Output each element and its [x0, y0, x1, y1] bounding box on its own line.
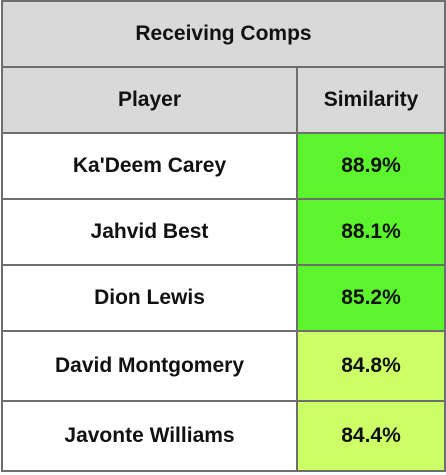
- table-row: Dion Lewis 85.2%: [1, 264, 446, 332]
- similarity-cell: 85.2%: [296, 264, 446, 332]
- table-title: Receiving Comps: [1, 0, 446, 68]
- player-name-cell: Ka'Deem Carey: [1, 132, 298, 200]
- table-row: Jahvid Best 88.1%: [1, 198, 446, 266]
- similarity-cell: 84.4%: [296, 400, 446, 472]
- table-header-row: Player Similarity: [1, 66, 446, 134]
- column-header-player: Player: [1, 66, 298, 134]
- table-row: David Montgomery 84.8%: [1, 330, 446, 402]
- player-name-cell: Dion Lewis: [1, 264, 298, 332]
- table-row: Ka'Deem Carey 88.9%: [1, 132, 446, 200]
- similarity-cell: 84.8%: [296, 330, 446, 402]
- column-header-similarity: Similarity: [296, 66, 446, 134]
- table-row: Javonte Williams 84.4%: [1, 400, 446, 472]
- table-title-row: Receiving Comps: [1, 0, 446, 68]
- player-name-cell: Jahvid Best: [1, 198, 298, 266]
- player-name-cell: Javonte Williams: [1, 400, 298, 472]
- player-name-cell: David Montgomery: [1, 330, 298, 402]
- similarity-cell: 88.9%: [296, 132, 446, 200]
- similarity-cell: 88.1%: [296, 198, 446, 266]
